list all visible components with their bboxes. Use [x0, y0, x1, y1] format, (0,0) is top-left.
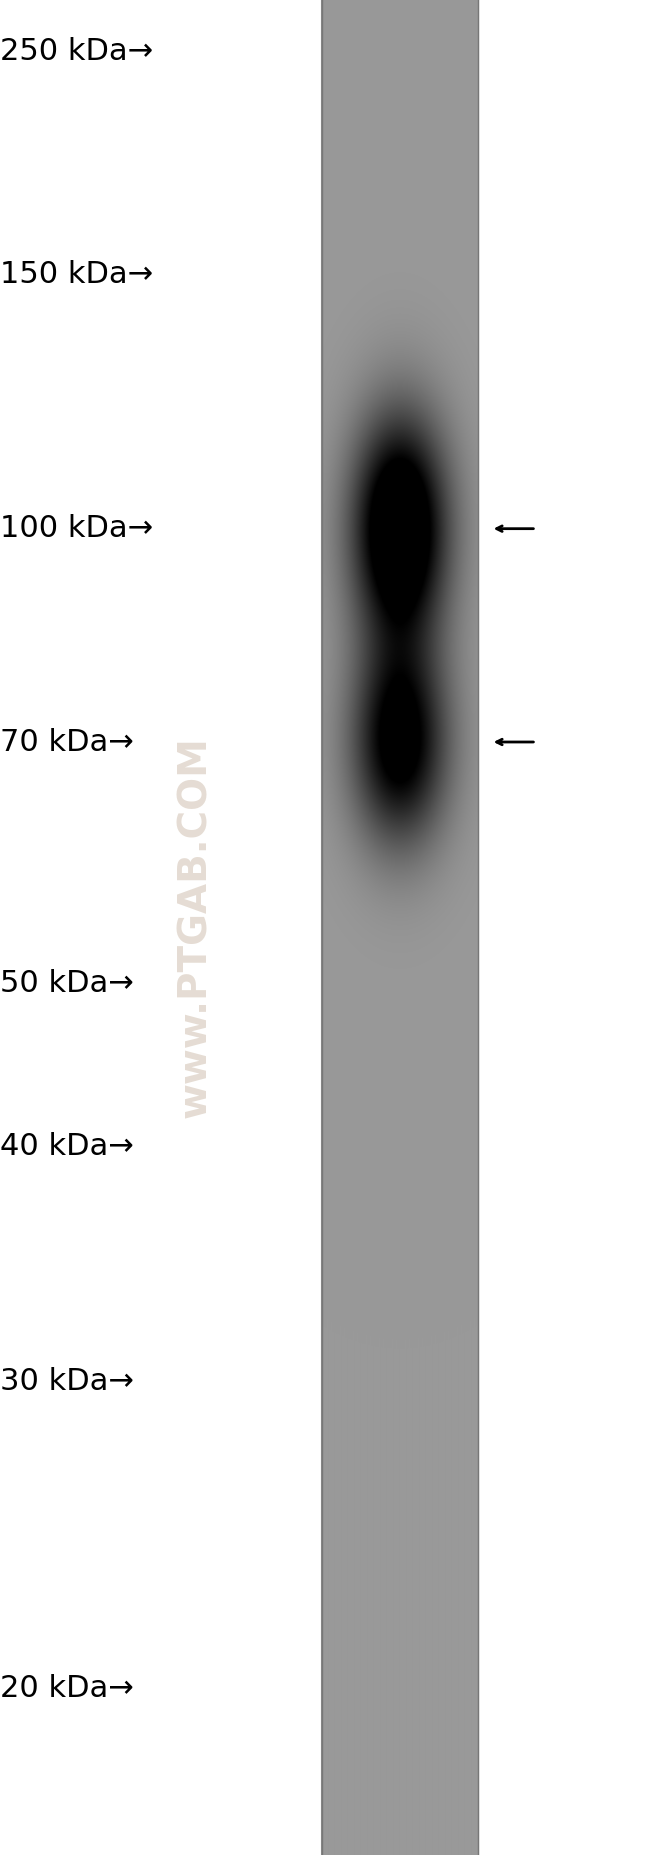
Text: 50 kDa→: 50 kDa→	[0, 968, 134, 998]
Bar	[322, 0, 478, 1855]
Text: 250 kDa→: 250 kDa→	[0, 37, 153, 67]
Text: 40 kDa→: 40 kDa→	[0, 1132, 134, 1161]
Text: www.PTGAB.COM: www.PTGAB.COM	[176, 736, 214, 1119]
Text: 100 kDa→: 100 kDa→	[0, 514, 153, 544]
Text: 30 kDa→: 30 kDa→	[0, 1367, 134, 1397]
Text: 20 kDa→: 20 kDa→	[0, 1673, 134, 1703]
Text: 70 kDa→: 70 kDa→	[0, 727, 134, 757]
Text: 150 kDa→: 150 kDa→	[0, 260, 153, 289]
